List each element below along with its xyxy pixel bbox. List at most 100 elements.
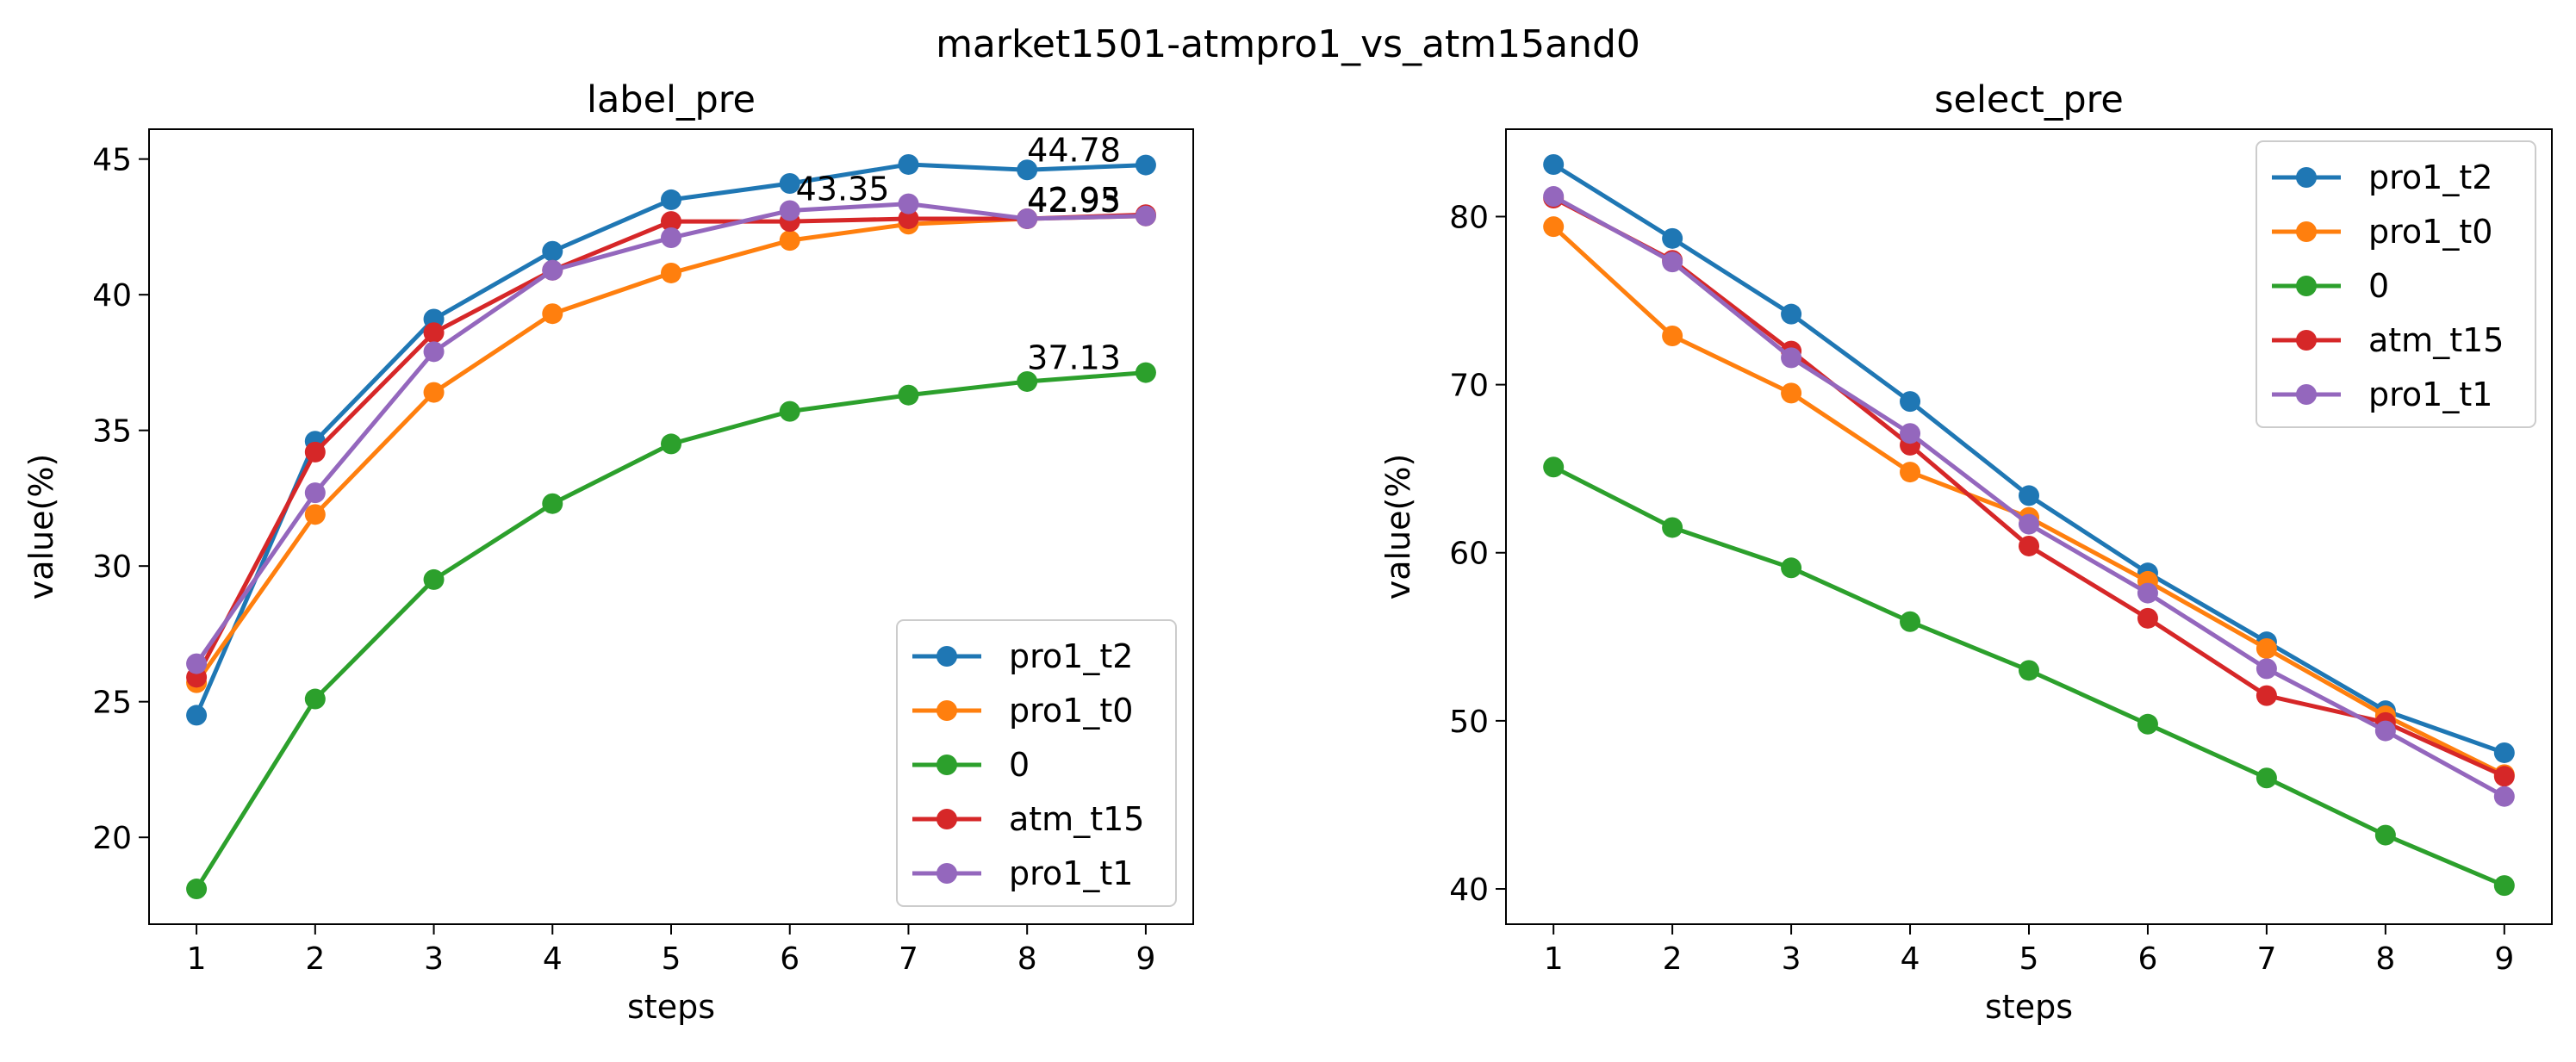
series-0-point	[779, 401, 800, 422]
series-pro1-t0-point	[542, 303, 563, 325]
series-atm-t15-point	[423, 322, 445, 344]
select-pre-legend: pro1_t2 pro1_t0 0 atm_t15 pro1_t1	[2256, 140, 2536, 428]
x-tick-label: 7	[2256, 941, 2276, 977]
legend-label: pro1_t1	[2368, 376, 2492, 413]
series-0-point	[304, 688, 326, 710]
legend-marker	[936, 809, 957, 829]
series-pro1-t0-point	[1900, 462, 1921, 483]
x-tick-label: 3	[1782, 941, 1801, 977]
x-tick-label: 2	[1663, 941, 1683, 977]
x-tick-label: 8	[2375, 941, 2395, 977]
series-0-point	[1543, 456, 1565, 478]
series-pro1-t0-point	[661, 262, 681, 283]
y-tick-label: 25	[92, 686, 132, 721]
x-tick-label: 5	[2019, 941, 2039, 977]
x-tick-label: 1	[1544, 941, 1564, 977]
x-tick-label: 3	[424, 941, 444, 977]
legend-label: pro1_t0	[1009, 692, 1133, 730]
series-0-point	[2493, 875, 2515, 897]
y-tick-label: 70	[1449, 369, 1489, 404]
series-0-point	[542, 493, 563, 514]
series-pro1-t0-point	[304, 504, 326, 525]
series-pro1-t1-point	[423, 341, 445, 363]
legend-label: atm_t15	[2368, 321, 2504, 359]
legend-label: pro1_t2	[2368, 158, 2492, 196]
legend-marker	[2296, 167, 2317, 188]
legend-label: pro1_t2	[1009, 637, 1133, 675]
series-0-point	[186, 879, 208, 900]
series-atm-t15-point	[2256, 685, 2277, 706]
legend-marker	[936, 863, 957, 884]
series-pro1-t1-point	[542, 259, 563, 281]
legend-box	[896, 619, 1177, 907]
y-tick-label: 45	[92, 143, 132, 178]
series-0-point	[2137, 713, 2158, 735]
series-0-point	[423, 568, 445, 590]
legend-box	[2256, 140, 2536, 428]
series-pro1-t1-point	[1781, 347, 1802, 369]
series-pro1-t2-point	[779, 173, 800, 195]
y-tick-label: 60	[1449, 537, 1489, 572]
series-pro1-t2-point	[2493, 742, 2515, 763]
y-tick-label: 40	[1449, 873, 1489, 908]
legend-marker	[2296, 276, 2317, 296]
legend-label: 0	[1009, 746, 1030, 784]
series-0-point	[2374, 824, 2396, 846]
legend-marker	[2296, 221, 2317, 242]
series-pro1-t1-point	[2374, 720, 2396, 742]
x-tick-label: 9	[1136, 941, 1155, 977]
series-atm-t15-point	[304, 441, 326, 463]
legend-label: pro1_t0	[2368, 213, 2492, 251]
series-pro1-t2-point	[2019, 485, 2039, 506]
select-pre-x-axis-label: steps	[1985, 988, 2073, 1026]
legend-label: atm_t15	[1009, 800, 1144, 838]
series-pro1-t1-point	[1662, 252, 1683, 273]
series-pro1-t0-point	[1781, 382, 1802, 404]
series-pro1-t0-point	[2256, 637, 2277, 659]
series-pro1-t0-point	[1543, 216, 1565, 238]
series-pro1-t1-point	[898, 193, 919, 214]
value-annotation: 42.93	[1027, 182, 1121, 220]
figure-title: market1501-atmpro1_vs_atm15and0	[936, 22, 1640, 66]
series-0-point	[898, 384, 919, 406]
series-pro1-t2-point	[1017, 159, 1038, 181]
x-tick-label: 6	[780, 941, 800, 977]
series-pro1-t2-point	[542, 240, 563, 262]
series-atm-t15-point	[2137, 607, 2158, 629]
y-tick-label: 50	[1449, 705, 1489, 740]
series-pro1-t1-point	[2137, 582, 2158, 604]
series-pro1-t1-point	[1135, 205, 1156, 227]
series-pro1-t1-point	[779, 200, 800, 221]
legend-marker	[2296, 330, 2317, 351]
y-tick-label: 35	[92, 414, 132, 450]
series-pro1-t1-point	[304, 482, 326, 504]
series-0-point	[1662, 517, 1683, 538]
series-0-point	[2019, 660, 2039, 681]
series-pro1-t1-point	[1543, 186, 1565, 208]
legend-marker	[936, 646, 957, 667]
legend-marker	[2296, 384, 2317, 405]
series-atm-t15-point	[661, 211, 681, 233]
series-0-point	[2256, 767, 2277, 789]
x-tick-label: 4	[543, 941, 563, 977]
label-pre-legend: pro1_t2 pro1_t0 0 atm_t15 pro1_t1	[896, 619, 1177, 907]
legend-marker	[936, 755, 957, 775]
series-pro1-t2-point	[1781, 303, 1802, 325]
series-pro1-t1-point	[2493, 786, 2515, 807]
series-atm-t15-point	[898, 208, 919, 229]
series-pro1-t1-point	[1017, 208, 1038, 229]
series-pro1-t2-point	[1135, 154, 1156, 176]
select-pre-plot: select_pre 1 2 3 4 5 6 7 8 9 40 50 60 70 80 steps value(…	[1379, 78, 2553, 1026]
x-tick-label: 5	[662, 941, 681, 977]
x-tick-label: 6	[2138, 941, 2158, 977]
y-tick-label: 80	[1449, 200, 1489, 235]
select-pre-y-axis-label: value(%)	[1379, 454, 1417, 600]
x-tick-label: 8	[1017, 941, 1037, 977]
legend-label: 0	[2368, 267, 2389, 305]
series-pro1-t1-point	[661, 227, 681, 249]
x-tick-label: 4	[1901, 941, 1920, 977]
series-atm-t15-point	[2019, 535, 2039, 556]
series-atm-t15-point	[2493, 766, 2515, 787]
label-pre-y-axis-label: value(%)	[22, 454, 60, 600]
label-pre-x-axis-label: steps	[627, 988, 715, 1026]
